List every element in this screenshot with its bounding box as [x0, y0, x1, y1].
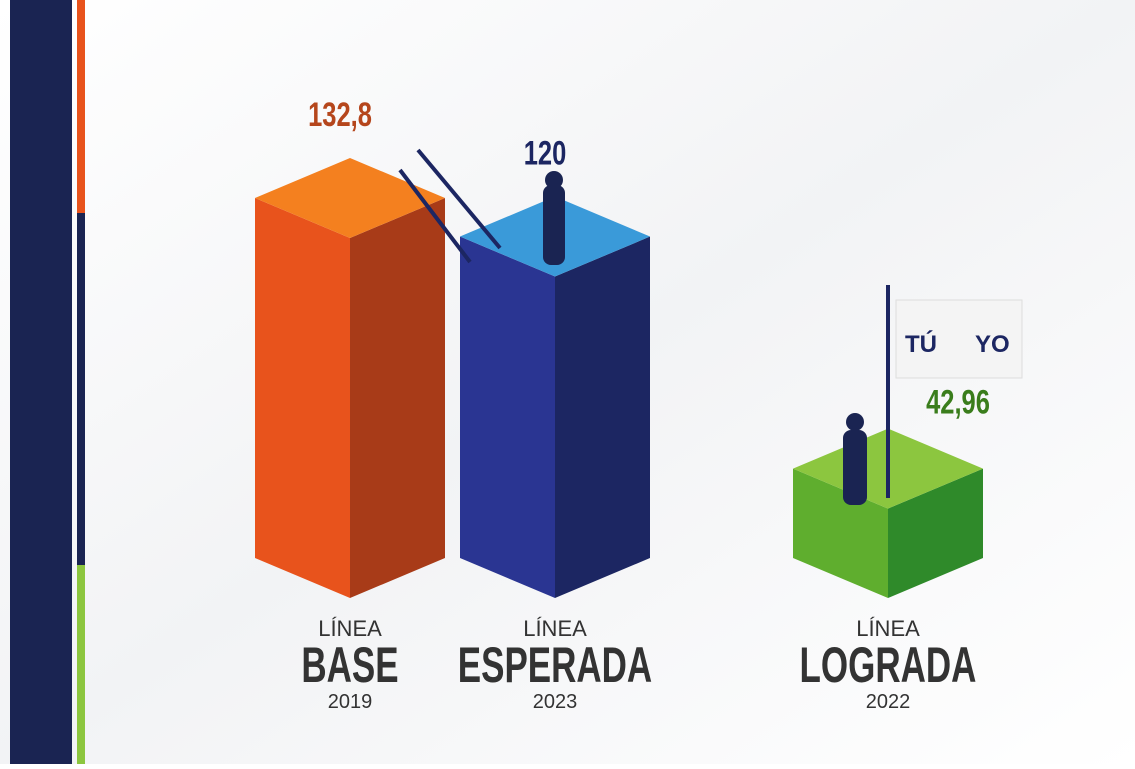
person [543, 185, 565, 265]
stripe-navy [77, 213, 85, 565]
category-name: BASE [301, 638, 398, 694]
category-prefix: LÍNEA [856, 616, 920, 641]
logo-text: YO [975, 331, 1010, 358]
value-label: 120 [524, 135, 567, 172]
category-year: 2023 [533, 691, 578, 713]
bar-side [350, 198, 445, 598]
decorations: TÚ YO [398, 148, 1023, 505]
category-year: 2022 [866, 691, 911, 713]
ladder-rail [416, 148, 502, 250]
value-label: 42,96 [926, 384, 990, 421]
category-name: ESPERADA [458, 638, 652, 694]
stripe-orange [77, 0, 85, 213]
category-year: 2019 [328, 691, 373, 713]
flag [895, 299, 1023, 379]
person-head [545, 171, 563, 189]
bar [793, 428, 983, 598]
category-prefix: LÍNEA [523, 616, 587, 641]
bar-top [255, 158, 445, 238]
bar [255, 158, 445, 598]
bar-side [555, 236, 650, 599]
bar-front [255, 198, 350, 598]
logo-text: TÚ [905, 330, 937, 358]
value-label: 132,8 [308, 97, 372, 134]
bar-front [460, 236, 555, 599]
stripe-green [77, 565, 85, 764]
sidebar [10, 0, 72, 764]
category-name: LOGRADA [800, 638, 977, 694]
category-prefix: LÍNEA [318, 616, 382, 641]
ladder-rail [398, 168, 472, 264]
person-head [846, 413, 864, 431]
bar-side [888, 468, 983, 598]
person [843, 430, 867, 505]
